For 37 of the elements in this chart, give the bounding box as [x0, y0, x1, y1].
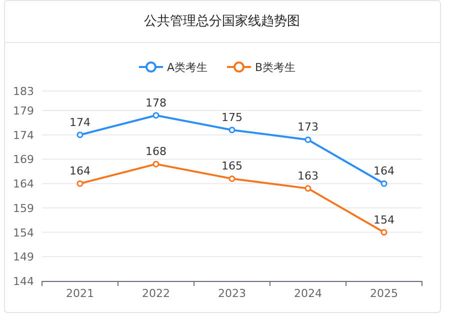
point [304, 185, 312, 192]
data-label: 163 [298, 169, 318, 182]
point [228, 175, 236, 182]
y-tick-label: 164 [13, 178, 34, 191]
y-tick-label: 174 [13, 128, 34, 142]
data-label: 175 [222, 110, 242, 124]
point [380, 180, 388, 187]
x-tick-label: 2021 [66, 287, 94, 300]
y-tick-label: 149 [13, 250, 34, 264]
y-tick-label: 169 [13, 153, 34, 166]
point [304, 136, 312, 143]
x-tick-label: 2025 [370, 287, 398, 300]
point [152, 160, 160, 168]
y-tick-label: 154 [13, 226, 34, 240]
y-tick-label: 179 [13, 104, 34, 118]
y-tick-label: 144 [13, 275, 34, 288]
legend-label: B类考生 [255, 61, 296, 74]
data-label: 164 [70, 164, 90, 178]
x-tick-label: 2024 [294, 287, 322, 300]
point [76, 132, 84, 138]
point [228, 126, 236, 134]
data-label: 164 [374, 164, 394, 178]
data-label: 168 [146, 145, 166, 158]
legend-label: A类考生 [167, 61, 208, 74]
data-label: 174 [70, 116, 90, 129]
y-tick-label: 159 [13, 202, 34, 215]
data-label: 178 [146, 96, 166, 110]
point [76, 180, 84, 187]
chart-title: 公共管理总分国家线趋势图 [144, 13, 300, 29]
data-label: 173 [298, 120, 318, 134]
point [380, 229, 388, 236]
data-label: 165 [222, 160, 242, 173]
data-label: 154 [374, 213, 394, 226]
point [152, 112, 160, 119]
y-tick-label: 183 [13, 85, 34, 98]
x-tick-label: 2023 [218, 287, 246, 300]
x-tick-label: 2022 [142, 287, 170, 300]
